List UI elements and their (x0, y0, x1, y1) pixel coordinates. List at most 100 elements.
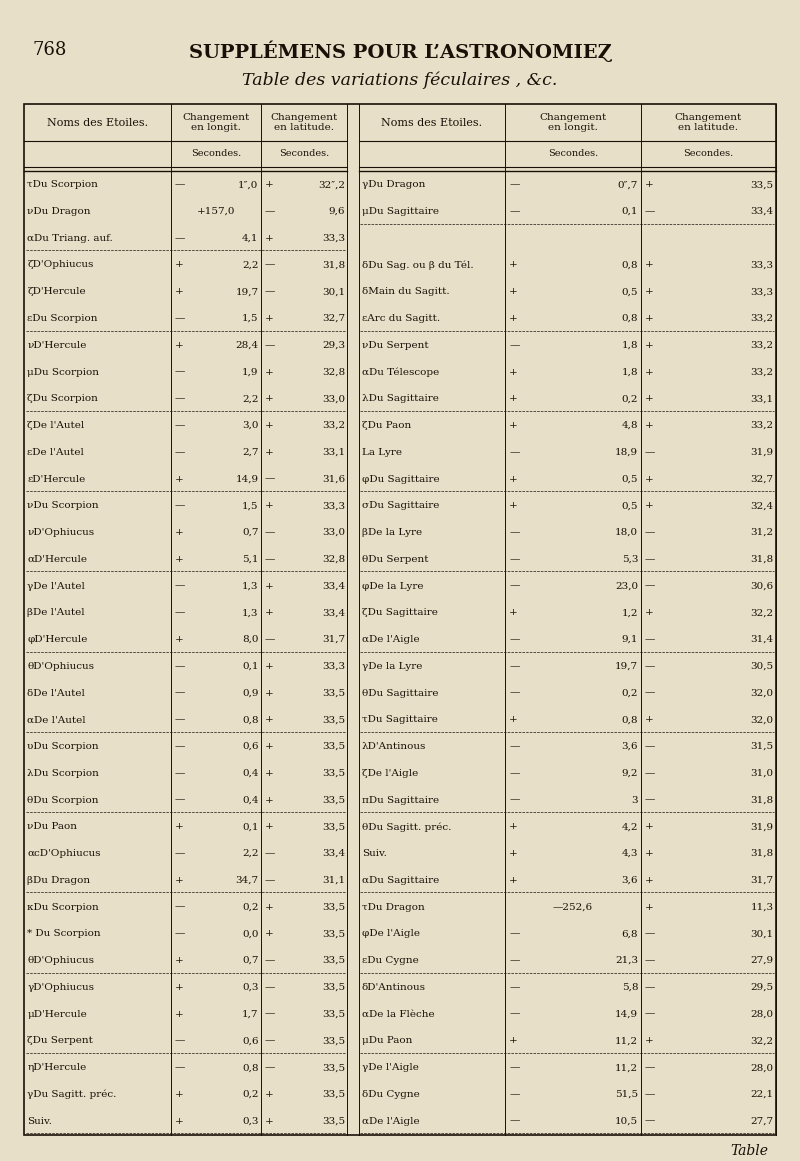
Text: 0,8: 0,8 (622, 260, 638, 269)
Text: +: + (645, 313, 654, 323)
Text: +: + (645, 421, 654, 430)
Text: +: + (510, 368, 518, 376)
Text: δMain du Sagitt.: δMain du Sagitt. (362, 287, 450, 296)
Text: +: + (174, 475, 183, 483)
Text: +: + (265, 688, 274, 698)
Text: ζDu Sagittaire: ζDu Sagittaire (362, 608, 438, 618)
Text: —: — (645, 1117, 655, 1126)
Text: 31,2: 31,2 (750, 528, 774, 538)
Text: 31,5: 31,5 (750, 742, 774, 751)
Text: 18,9: 18,9 (615, 448, 638, 456)
Text: 0,1: 0,1 (622, 207, 638, 216)
Text: —: — (645, 662, 655, 671)
Text: φDe la Lyre: φDe la Lyre (362, 582, 423, 591)
Text: 4,3: 4,3 (622, 849, 638, 858)
Text: —: — (645, 207, 655, 216)
Text: 33,5: 33,5 (322, 1063, 345, 1072)
Text: +: + (510, 608, 518, 618)
Text: +: + (510, 395, 518, 403)
Text: —: — (645, 582, 655, 591)
Text: +: + (265, 421, 274, 430)
Text: 32,4: 32,4 (750, 502, 774, 511)
Text: +: + (645, 180, 654, 189)
Text: +: + (174, 635, 183, 644)
Text: +: + (645, 822, 654, 831)
Text: 23,0: 23,0 (615, 582, 638, 591)
Text: 19,7: 19,7 (615, 662, 638, 671)
Text: θDu Scorpion: θDu Scorpion (27, 795, 98, 805)
Text: δDe l'Autel: δDe l'Autel (27, 688, 85, 698)
Text: 1,9: 1,9 (242, 368, 258, 376)
Text: 31,4: 31,4 (750, 635, 774, 644)
Text: ζD'Hercule: ζD'Hercule (27, 287, 86, 296)
Text: θDu Sagitt. préc.: θDu Sagitt. préc. (362, 822, 451, 831)
Text: ζDu Serpent: ζDu Serpent (27, 1037, 93, 1045)
Text: —: — (174, 1037, 185, 1045)
Text: 33,5: 33,5 (322, 1117, 345, 1126)
Text: 0,5: 0,5 (622, 287, 638, 296)
Text: δDu Sag. ou β du Tél.: δDu Sag. ou β du Tél. (362, 260, 474, 269)
Text: —: — (645, 957, 655, 965)
Text: 31,7: 31,7 (750, 875, 774, 885)
Text: αDu Triang. auf.: αDu Triang. auf. (27, 233, 113, 243)
Text: Noms des Etoiles.: Noms des Etoiles. (46, 117, 148, 128)
Text: 33,5: 33,5 (322, 715, 345, 724)
Text: 3,6: 3,6 (622, 875, 638, 885)
Text: 19,7: 19,7 (235, 287, 258, 296)
Text: +: + (265, 662, 274, 671)
Text: λDu Scorpion: λDu Scorpion (27, 769, 99, 778)
Text: 31,8: 31,8 (322, 260, 345, 269)
Text: βDe l'Autel: βDe l'Autel (27, 608, 85, 618)
Text: βDu Dragon: βDu Dragon (27, 875, 90, 885)
Text: —: — (174, 688, 185, 698)
Text: 32,0: 32,0 (750, 715, 774, 724)
Text: +: + (265, 795, 274, 805)
Text: 5,3: 5,3 (622, 555, 638, 564)
Text: * Du Scorpion: * Du Scorpion (27, 930, 101, 938)
Text: 33,3: 33,3 (750, 260, 774, 269)
Text: —: — (645, 555, 655, 564)
Text: +: + (645, 368, 654, 376)
Text: +: + (265, 395, 274, 403)
Text: 1,5: 1,5 (242, 502, 258, 511)
Text: 4,1: 4,1 (242, 233, 258, 243)
Text: μD'Hercule: μD'Hercule (27, 1010, 87, 1018)
Text: +: + (174, 341, 183, 349)
Text: γDe la Lyre: γDe la Lyre (362, 662, 422, 671)
Text: +: + (645, 875, 654, 885)
Text: —: — (265, 528, 275, 538)
Text: θDu Sagittaire: θDu Sagittaire (362, 688, 438, 698)
Bar (24, 104, 776, 1134)
Text: 33,3: 33,3 (322, 233, 345, 243)
Text: Secondes.: Secondes. (548, 150, 598, 159)
Text: —: — (265, 1063, 275, 1072)
Text: +: + (174, 957, 183, 965)
Text: 33,4: 33,4 (750, 207, 774, 216)
Text: 33,1: 33,1 (322, 448, 345, 456)
Text: Table: Table (730, 1144, 768, 1158)
Text: αDe l'Autel: αDe l'Autel (27, 715, 86, 724)
Text: 0,3: 0,3 (242, 1117, 258, 1126)
Text: —: — (510, 983, 520, 991)
Text: 9,1: 9,1 (622, 635, 638, 644)
Text: 32,2: 32,2 (750, 1037, 774, 1045)
Text: νDu Scorpion: νDu Scorpion (27, 502, 99, 511)
Text: +: + (265, 930, 274, 938)
Text: γDu Dragon: γDu Dragon (362, 180, 426, 189)
Text: 1″,0: 1″,0 (238, 180, 258, 189)
Text: ζDe l'Aigle: ζDe l'Aigle (362, 769, 418, 778)
Text: αDe l'Aigle: αDe l'Aigle (362, 635, 419, 644)
Text: κDu Scorpion: κDu Scorpion (27, 902, 99, 911)
Text: 0,6: 0,6 (242, 742, 258, 751)
Text: αDe la Flèche: αDe la Flèche (362, 1010, 434, 1018)
Text: —: — (265, 260, 275, 269)
Text: 30,5: 30,5 (750, 662, 774, 671)
Text: —: — (265, 207, 275, 216)
Text: +: + (174, 1117, 183, 1126)
Text: +: + (645, 902, 654, 911)
Text: τDu Scorpion: τDu Scorpion (27, 180, 98, 189)
Text: 11,3: 11,3 (750, 902, 774, 911)
Text: μDu Sagittaire: μDu Sagittaire (362, 207, 439, 216)
Text: —: — (510, 635, 520, 644)
Text: —: — (265, 957, 275, 965)
